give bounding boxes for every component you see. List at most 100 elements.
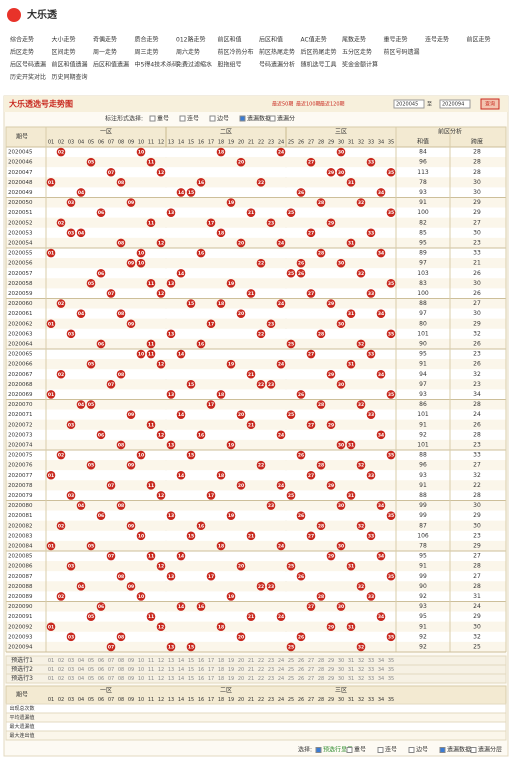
preselect-number[interactable]: 30 <box>338 658 344 664</box>
preselect-number[interactable]: 24 <box>278 658 284 664</box>
preselect-number[interactable]: 29 <box>328 658 334 664</box>
preselect-number[interactable]: 24 <box>278 667 284 673</box>
preselect-number[interactable]: 15 <box>188 667 194 673</box>
nav-link[interactable]: 历史开奖对比 <box>10 73 46 81</box>
preselect-number[interactable]: 21 <box>248 667 254 673</box>
preselect-number[interactable]: 23 <box>268 658 274 664</box>
preselect-number[interactable]: 23 <box>268 676 274 682</box>
nav-link[interactable]: 前区热尾走势 <box>259 48 295 56</box>
preselect-number[interactable]: 26 <box>298 667 304 673</box>
preselect-number[interactable]: 30 <box>338 667 344 673</box>
preselect-number[interactable]: 26 <box>298 676 304 682</box>
from-input[interactable]: 2020045 <box>396 102 418 108</box>
preselect-number[interactable]: 14 <box>178 667 184 673</box>
preselect-number[interactable]: 17 <box>208 658 214 664</box>
preselect-number[interactable]: 35 <box>388 667 394 673</box>
nav-link[interactable]: AC值走势 <box>301 36 327 44</box>
preselect-number[interactable]: 12 <box>158 667 164 673</box>
recent-link[interactable]: 最近120期 <box>320 101 345 108</box>
preselect-number[interactable]: 27 <box>308 658 314 664</box>
preselect-number[interactable]: 07 <box>108 658 114 664</box>
preselect-number[interactable]: 20 <box>238 676 244 682</box>
preselect-number[interactable]: 33 <box>368 676 374 682</box>
preselect-number[interactable]: 01 <box>48 676 54 682</box>
preselect-number[interactable]: 15 <box>188 676 194 682</box>
checkbox[interactable] <box>269 115 276 122</box>
nav-link[interactable]: 012路走势 <box>176 36 205 44</box>
preselect-number[interactable]: 19 <box>228 658 234 664</box>
preselect-number[interactable]: 31 <box>348 658 354 664</box>
preselect-number[interactable]: 08 <box>118 667 124 673</box>
preselect-number[interactable]: 12 <box>158 658 164 664</box>
nav-link[interactable]: 号码遗漏分析 <box>259 61 295 69</box>
nav-link[interactable]: 综合走势 <box>10 36 34 44</box>
preselect-number[interactable]: 28 <box>318 667 324 673</box>
nav-link[interactable]: 随机选号工具 <box>301 61 337 69</box>
checkbox[interactable] <box>408 747 415 753</box>
preselect-number[interactable]: 13 <box>168 658 174 664</box>
preselect-number[interactable]: 11 <box>148 667 154 673</box>
nav-link[interactable]: 区间走势 <box>52 48 76 56</box>
preselect-number[interactable]: 11 <box>148 676 154 682</box>
preselect-number[interactable]: 02 <box>58 667 64 673</box>
preselect-number[interactable]: 01 <box>48 658 54 664</box>
nav-link[interactable]: 连号走势 <box>425 36 449 44</box>
checkbox[interactable] <box>439 747 446 753</box>
preselect-number[interactable]: 12 <box>158 676 164 682</box>
nav-link[interactable]: 后区号码遗漏 <box>10 61 46 69</box>
nav-link[interactable]: 中5得4技术杀码 <box>135 61 179 69</box>
preselect-number[interactable]: 05 <box>88 676 94 682</box>
preselect-number[interactable]: 16 <box>198 667 204 673</box>
preselect-number[interactable]: 14 <box>178 658 184 664</box>
checkbox[interactable] <box>239 115 246 122</box>
preselect-number[interactable]: 10 <box>138 676 144 682</box>
preselect-number[interactable]: 32 <box>358 667 364 673</box>
nav-link[interactable]: 周一走势 <box>93 48 117 56</box>
preselect-number[interactable]: 16 <box>198 676 204 682</box>
preselect-number[interactable]: 35 <box>388 676 394 682</box>
preselect-number[interactable]: 22 <box>258 667 264 673</box>
preselect-number[interactable]: 28 <box>318 658 324 664</box>
nav-link[interactable]: 前区和值遗漏 <box>52 61 88 69</box>
nav-link[interactable]: 奖金金额计算 <box>342 61 378 69</box>
preselect-number[interactable]: 32 <box>358 676 364 682</box>
preselect-number[interactable]: 34 <box>378 676 384 682</box>
query-button[interactable] <box>480 98 500 110</box>
preselect-number[interactable]: 18 <box>218 676 224 682</box>
preselect-number[interactable]: 04 <box>78 658 84 664</box>
preselect-number[interactable]: 31 <box>348 676 354 682</box>
preselect-number[interactable]: 18 <box>218 658 224 664</box>
checkbox[interactable] <box>179 115 186 122</box>
preselect-number[interactable]: 05 <box>88 667 94 673</box>
nav-link[interactable]: 免费过滤缩水 <box>176 61 212 69</box>
preselect-number[interactable]: 09 <box>128 658 134 664</box>
preselect-number[interactable]: 30 <box>338 676 344 682</box>
preselect-number[interactable]: 13 <box>168 676 174 682</box>
checkbox[interactable] <box>470 747 477 753</box>
preselect-number[interactable]: 19 <box>228 667 234 673</box>
nav-link[interactable]: 前区走势 <box>467 36 491 44</box>
preselect-number[interactable]: 33 <box>368 658 374 664</box>
preselect-number[interactable]: 17 <box>208 676 214 682</box>
preselect-number[interactable]: 03 <box>68 676 74 682</box>
preselect-number[interactable]: 20 <box>238 658 244 664</box>
preselect-number[interactable]: 16 <box>198 658 204 664</box>
preselect-number[interactable]: 08 <box>118 676 124 682</box>
preselect-number[interactable]: 25 <box>288 676 294 682</box>
preselect-number[interactable]: 01 <box>48 667 54 673</box>
preselect-number[interactable]: 17 <box>208 667 214 673</box>
preselect-number[interactable]: 21 <box>248 658 254 664</box>
preselect-number[interactable]: 25 <box>288 667 294 673</box>
preselect-number[interactable]: 04 <box>78 676 84 682</box>
preselect-number[interactable]: 18 <box>218 667 224 673</box>
preselect-number[interactable]: 25 <box>288 658 294 664</box>
checkbox[interactable] <box>315 747 322 753</box>
preselect-number[interactable]: 14 <box>178 676 184 682</box>
nav-link[interactable]: 历史同期查询 <box>52 73 88 81</box>
nav-link[interactable]: 后区和值遗漏 <box>93 61 129 69</box>
preselect-number[interactable]: 32 <box>358 658 364 664</box>
preselect-number[interactable]: 28 <box>318 676 324 682</box>
preselect-number[interactable]: 03 <box>68 667 74 673</box>
preselect-number[interactable]: 02 <box>58 658 64 664</box>
preselect-number[interactable]: 29 <box>328 676 334 682</box>
